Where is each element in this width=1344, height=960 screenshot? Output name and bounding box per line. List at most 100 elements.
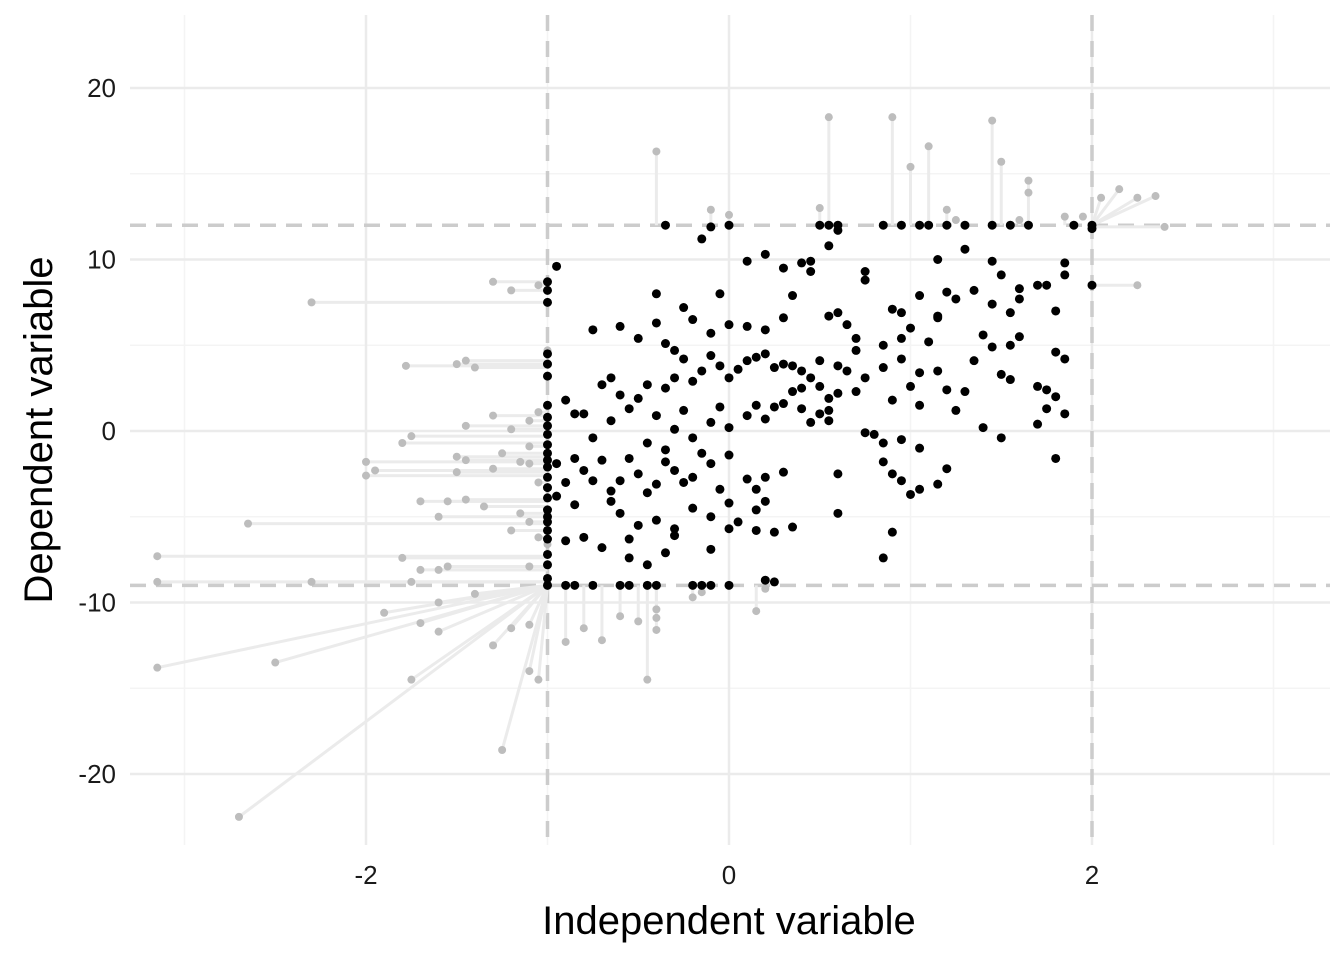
original-point — [489, 411, 498, 420]
censored-point — [915, 291, 925, 301]
censored-point — [606, 416, 616, 426]
original-point — [525, 562, 534, 571]
censored-point — [660, 457, 670, 467]
censored-point — [624, 453, 634, 463]
censored-point — [851, 333, 861, 343]
censored-point — [543, 505, 552, 515]
original-point — [634, 617, 643, 626]
original-point — [888, 113, 897, 122]
original-point — [401, 361, 410, 370]
original-point — [443, 562, 452, 571]
censored-point — [778, 313, 788, 323]
censored-point — [688, 433, 698, 443]
censored-point — [896, 220, 906, 230]
original-point — [516, 509, 525, 518]
original-point — [434, 512, 443, 521]
censored-point — [670, 524, 680, 534]
y-axis-ticks: -20 -10 0 10 20 — [78, 73, 116, 789]
censored-point — [706, 222, 716, 232]
censored-point — [915, 220, 925, 230]
censored-point — [978, 330, 988, 340]
censored-point — [543, 400, 552, 410]
original-point — [507, 624, 516, 633]
original-point — [643, 675, 652, 684]
censored-point — [633, 393, 643, 403]
censored-point — [797, 258, 807, 268]
censored-point — [1060, 270, 1070, 280]
censored-point — [606, 373, 616, 383]
censored-point — [606, 496, 616, 506]
censored-point — [570, 453, 580, 463]
censored-point — [688, 472, 698, 482]
original-point — [507, 526, 516, 535]
censored-point — [1023, 220, 1033, 230]
censored-point — [543, 580, 552, 590]
censored-point — [1005, 375, 1015, 385]
censored-point — [906, 323, 915, 333]
censored-point — [887, 304, 897, 314]
original-point — [307, 298, 316, 307]
original-point — [725, 210, 733, 219]
original-point — [461, 356, 470, 365]
censored-point — [561, 477, 571, 487]
censored-point — [733, 364, 743, 374]
censored-point — [969, 285, 979, 295]
censored-point — [751, 505, 761, 515]
censored-point — [924, 337, 934, 347]
censored-point — [951, 405, 961, 415]
censored-point — [706, 512, 716, 522]
censored-point — [642, 438, 652, 448]
censored-point — [1005, 220, 1015, 230]
censored-point — [651, 580, 661, 590]
original-point — [153, 577, 162, 586]
censored-point — [633, 520, 643, 530]
original-point — [398, 439, 407, 448]
censored-point — [1014, 294, 1024, 304]
y-axis-title: Dependent variable — [17, 257, 61, 604]
censored-point — [806, 267, 816, 277]
censored-point — [842, 320, 852, 330]
adjustment-segment — [1091, 194, 1157, 227]
censored-point — [824, 241, 834, 251]
censored-point — [887, 469, 897, 479]
censored-point — [797, 383, 807, 393]
original-point — [416, 565, 425, 574]
censored-points — [543, 220, 1097, 590]
censored-point — [651, 515, 661, 525]
adjustment-segment — [238, 584, 549, 819]
censored-point — [615, 508, 625, 518]
y-tick-label: 10 — [87, 245, 116, 275]
censored-point — [760, 249, 770, 259]
original-point — [461, 456, 470, 465]
censored-point — [860, 275, 870, 285]
original-point — [1133, 193, 1142, 202]
original-point — [416, 619, 425, 628]
censored-point — [706, 417, 716, 427]
censored-point — [679, 303, 689, 313]
censored-point — [878, 553, 888, 563]
censored-point — [724, 373, 734, 383]
censored-point — [570, 500, 580, 510]
censored-point — [615, 580, 625, 590]
censored-point — [633, 469, 643, 479]
censored-point — [751, 525, 761, 535]
censored-point — [543, 359, 552, 369]
original-point — [561, 637, 570, 646]
censored-point — [742, 411, 752, 421]
original-point — [534, 675, 543, 684]
original-point — [489, 641, 498, 650]
original-point — [498, 745, 507, 754]
censored-point — [987, 342, 997, 352]
censored-point — [1051, 392, 1061, 402]
censored-point — [815, 409, 825, 419]
censored-point — [797, 366, 807, 376]
censored-point — [642, 580, 652, 590]
censored-point — [543, 534, 552, 544]
censored-point — [543, 512, 552, 522]
censored-point — [660, 445, 670, 455]
censored-point — [751, 484, 761, 494]
x-axis-title: Independent variable — [542, 899, 916, 943]
censored-point — [878, 438, 888, 448]
censored-point — [552, 491, 562, 501]
